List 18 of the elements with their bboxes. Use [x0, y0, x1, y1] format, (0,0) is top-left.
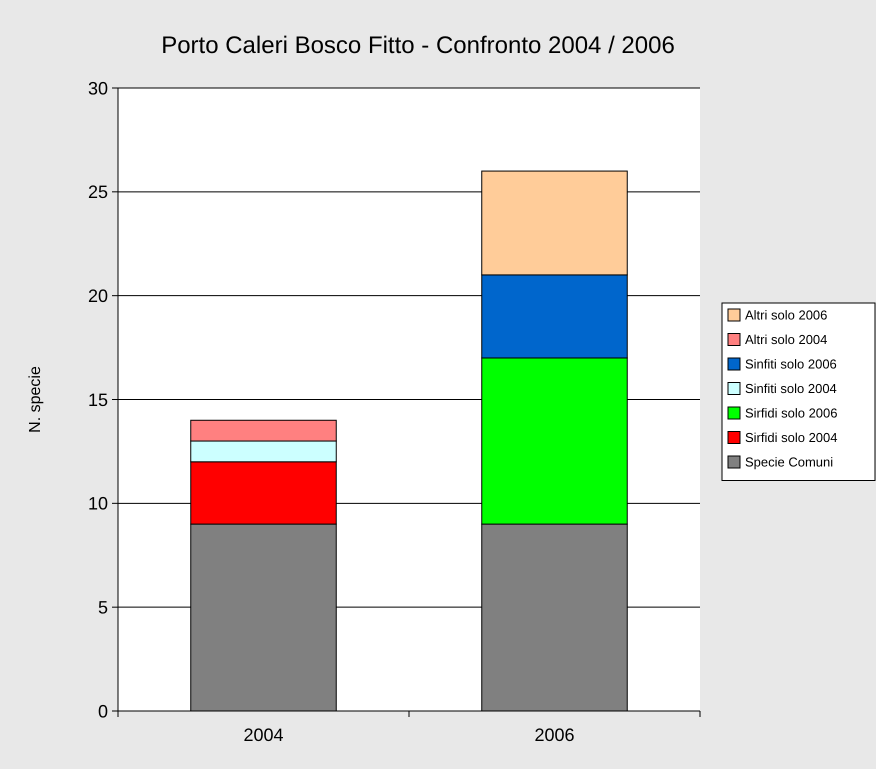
- y-tick-label: 30: [88, 78, 108, 98]
- legend-label: Sirfidi solo 2006: [745, 406, 838, 421]
- legend-label: Sinfiti solo 2006: [745, 356, 837, 372]
- y-tick-label: 0: [98, 701, 108, 722]
- y-axis-title: N. specie: [27, 366, 44, 433]
- legend-label: Specie Comuni: [745, 454, 834, 470]
- chart-title: Porto Caleri Bosco Fitto - Confronto 2004 / 2006: [161, 32, 675, 59]
- y-tick-label: 25: [88, 182, 108, 202]
- legend-label: Sirfidi solo 2004: [745, 430, 838, 446]
- legend-label: Altri solo 2006: [745, 308, 828, 323]
- legend-label: Sinfiti solo 2004: [745, 381, 837, 396]
- x-tick-label: 2004: [243, 725, 284, 745]
- y-tick-label: 20: [88, 286, 108, 306]
- y-tick-label: 5: [98, 597, 108, 618]
- y-tick-label: 10: [88, 494, 108, 514]
- y-tick-label: 15: [88, 390, 108, 410]
- legend-label: Altri solo 2004: [745, 332, 828, 348]
- x-tick-label: 2006: [534, 725, 575, 745]
